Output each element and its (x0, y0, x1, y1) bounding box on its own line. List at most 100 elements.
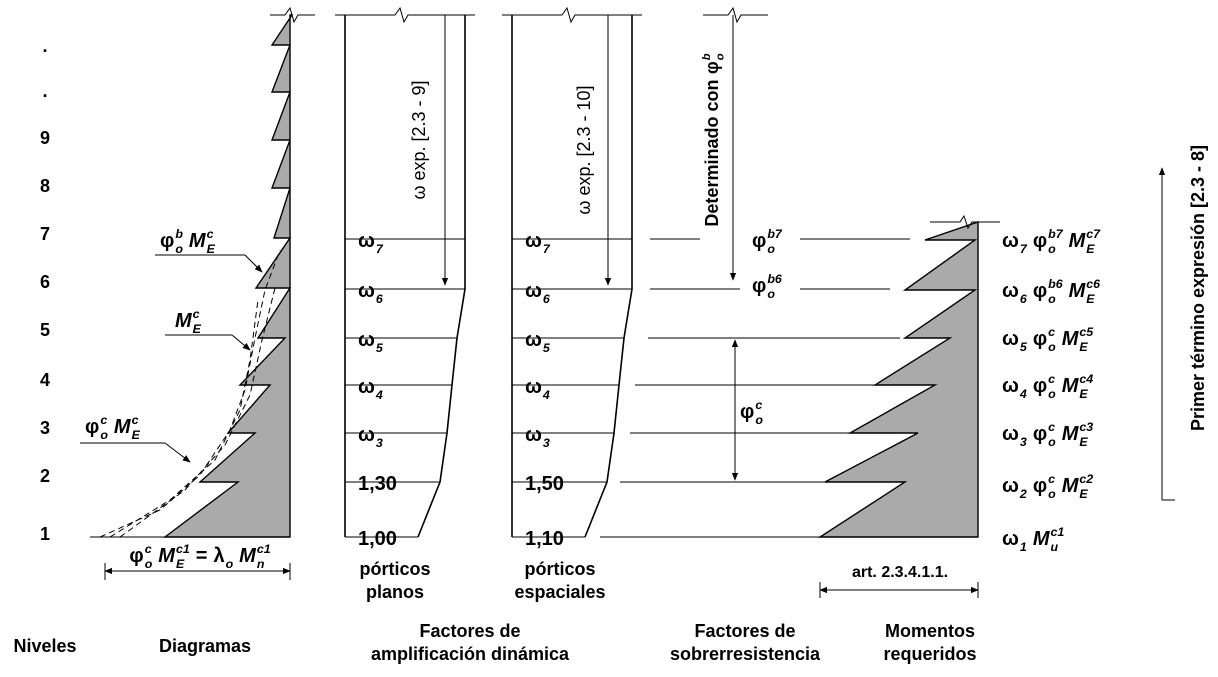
subscript: o (1048, 435, 1056, 449)
subscript: o (100, 428, 108, 442)
caption: planos (366, 582, 424, 602)
term: φ (1033, 475, 1047, 497)
superscript: b (175, 227, 183, 241)
term: φ (85, 416, 99, 438)
column-header: requeridos (883, 644, 976, 664)
caption: pórticos (524, 559, 595, 579)
superscript: c (193, 307, 200, 321)
term: ω (1002, 528, 1019, 550)
sobrerresistencia-column (600, 6, 910, 538)
term: φ (1033, 328, 1047, 350)
subscript: 5 (543, 341, 551, 355)
subscript: E (1079, 340, 1088, 354)
rich-label: φ co (740, 398, 763, 427)
term: M (1069, 230, 1087, 252)
subscript: 5 (1020, 340, 1028, 354)
term: 1,10 (525, 528, 564, 550)
term: φ (1033, 375, 1047, 397)
rich-inner: 1,30 (358, 473, 397, 495)
term: φ (160, 230, 174, 252)
rich-label: 1,30 (358, 473, 397, 495)
superscript: c1 (1050, 525, 1064, 539)
rich-label: 1,10 (525, 528, 564, 550)
term: M (158, 545, 176, 567)
subscript: E (207, 242, 216, 256)
subscript: o (714, 53, 726, 60)
term: φ (752, 230, 766, 252)
term: M (1069, 280, 1087, 302)
column-header: amplificación dinámica (371, 644, 570, 664)
superscript: c5 (1079, 325, 1094, 339)
subscript: E (1086, 242, 1095, 256)
term: ω (358, 230, 375, 252)
term: φ (1033, 280, 1047, 302)
rich-inner: Determinado con φb o (701, 53, 727, 226)
subscript: E (1079, 435, 1088, 449)
level-label: 8 (40, 176, 50, 196)
level-label: 2 (40, 466, 50, 486)
term: Determinado con (702, 80, 722, 227)
arrow-label: ω exp. [2.3 - 9] (409, 80, 429, 199)
subscript: 7 (376, 242, 384, 256)
superscript: c (755, 398, 762, 412)
level-label: 5 (40, 320, 50, 340)
term: ω (1002, 230, 1019, 252)
subscript: E (1079, 387, 1088, 401)
column-header: sobrerresistencia (670, 644, 821, 664)
superscript: c (1048, 372, 1055, 386)
subscript: 7 (1020, 242, 1028, 256)
subscript: 6 (376, 292, 383, 306)
rich-inner: φ co (740, 398, 763, 427)
term: M (1062, 475, 1080, 497)
subscript: 3 (1020, 435, 1027, 449)
term: M (175, 310, 193, 332)
subscript: E (132, 428, 141, 442)
subscript: 4 (1019, 387, 1027, 401)
term: φ (1033, 230, 1047, 252)
subscript: o (1048, 242, 1056, 256)
term: ω (358, 424, 375, 446)
column-header: Factores de (694, 621, 795, 641)
term: φ (752, 275, 766, 297)
term: = (196, 545, 208, 567)
superscript: c1 (257, 542, 271, 556)
column-header: Diagramas (159, 636, 251, 656)
subscript: 4 (542, 388, 550, 402)
level-label: 1 (40, 524, 50, 544)
superscript: c4 (1079, 372, 1093, 386)
term: M (239, 545, 257, 567)
superscript: c (100, 413, 107, 427)
superscript: b6 (767, 272, 782, 286)
superscript: c (1048, 325, 1055, 339)
term: M (1062, 328, 1080, 350)
term: φ (740, 401, 754, 423)
superscript: b (701, 53, 713, 60)
superscript: c (1048, 420, 1055, 434)
term: ω (525, 376, 542, 398)
caption: espaciales (514, 582, 605, 602)
subscript: u (1050, 540, 1058, 554)
diagram-shape (80, 6, 315, 580)
term: φ (702, 61, 722, 74)
superscript: c6 (1086, 277, 1100, 291)
subscript: 7 (543, 242, 551, 256)
espaciales-column (502, 6, 642, 538)
